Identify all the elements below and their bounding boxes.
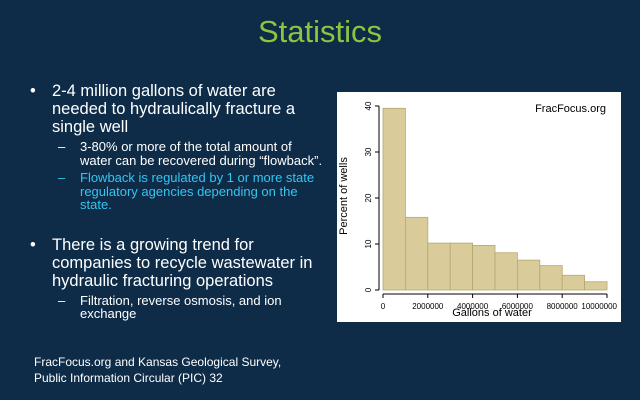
histogram-bar <box>539 265 563 291</box>
y-tick-label: 10 <box>364 239 373 248</box>
histogram-bar <box>584 281 608 291</box>
histogram-bar <box>382 107 406 291</box>
y-tick-label: 30 <box>364 147 373 156</box>
histogram-svg: 0 2000000 4000000 6000000 8000000 10000000 0 1… <box>338 101 618 319</box>
bullet-list: 2-4 million gallons of water are needed … <box>24 82 324 321</box>
y-tick-label: 40 <box>364 101 373 110</box>
histogram-bar <box>472 244 496 291</box>
bullet-recycle-trend: There is a growing trend for companies t… <box>24 236 324 290</box>
sub-bullet-methods: Filtration, reverse osmosis, and ion exc… <box>24 293 324 321</box>
chart-annotation: FracFocus.org <box>535 103 606 115</box>
x-tick-label: 4000000 <box>457 302 489 311</box>
y-axis-label: Percent of wells <box>338 157 350 235</box>
x-tick-label: 8000000 <box>547 302 579 311</box>
x-tick-label: 0 <box>381 302 386 311</box>
x-tick-label: 2000000 <box>412 302 444 311</box>
x-tick-label: 10000000 <box>581 302 617 311</box>
y-tick-label: 20 <box>364 193 373 202</box>
sub-bullet-recovery: 3-80% or more of the total amount of wat… <box>24 140 324 167</box>
x-ticks-group: 0 2000000 4000000 6000000 8000000 10000000 <box>381 294 618 311</box>
x-axis-label: Gallons of water <box>452 307 532 319</box>
source-citation: FracFocus.org and Kansas Geological Surv… <box>34 355 282 385</box>
y-tick-label: 0 <box>364 287 373 292</box>
slide-title: Statistics <box>257 14 383 49</box>
histogram-bar <box>449 242 473 291</box>
histogram-bar <box>494 252 518 291</box>
histogram-bar <box>516 259 541 291</box>
histogram-chart: 0 2000000 4000000 6000000 8000000 10000000 0 1… <box>337 92 621 322</box>
histogram-bar <box>405 216 429 291</box>
histogram-bar <box>427 242 451 291</box>
y-ticks-group: 0 10 20 30 40 <box>364 101 379 292</box>
sub-bullet-regulation: Flowback is regulated by 1 or more state… <box>24 171 324 212</box>
histogram-bar <box>561 274 585 291</box>
x-tick-label: 6000000 <box>502 302 534 311</box>
bullet-water-volume: 2-4 million gallons of water are needed … <box>24 82 324 136</box>
bars-group <box>382 107 608 291</box>
